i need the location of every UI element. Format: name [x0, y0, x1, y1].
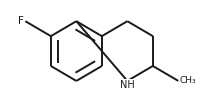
Text: CH₃: CH₃: [180, 76, 196, 85]
Text: NH: NH: [120, 80, 135, 90]
Text: F: F: [18, 16, 24, 26]
